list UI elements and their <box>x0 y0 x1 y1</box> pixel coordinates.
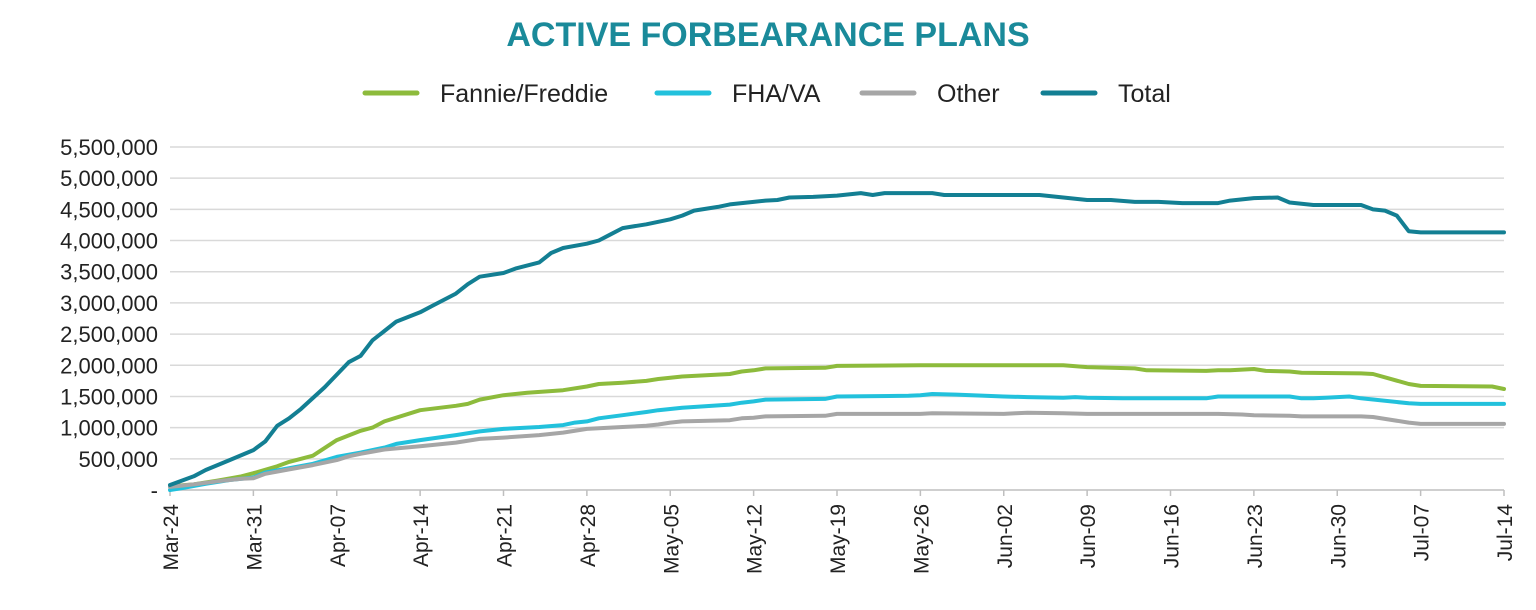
y-tick-label: - <box>151 478 158 503</box>
x-tick-label: May-19 <box>827 504 850 574</box>
x-tick-label: Mar-24 <box>160 504 183 571</box>
x-tick-label: May-05 <box>660 504 683 574</box>
y-axis-tick-labels: - 500,000 1,000,000 1,500,000 2,000,000 2,500… <box>60 135 158 503</box>
chart-legend: Fannie/Freddie FHA/VA Other Total <box>362 80 1171 108</box>
legend-label: Total <box>1118 80 1171 108</box>
x-axis-tick-labels: Mar-24 Mar-31 Apr-07 Apr-14 Apr-21 Apr-28 May-… <box>160 490 1517 574</box>
x-tick-label: Jun-30 <box>1327 504 1350 568</box>
legend-label: FHA/VA <box>732 80 821 108</box>
series-line-total <box>168 191 1506 487</box>
x-tick-label: Apr-28 <box>577 504 600 567</box>
x-tick-label: May-26 <box>910 504 933 574</box>
y-tick-label: 5,000,000 <box>60 166 158 191</box>
x-tick-label: Mar-31 <box>243 504 266 571</box>
y-tick-label: 4,500,000 <box>60 197 158 222</box>
legend-label: Other <box>937 80 1000 108</box>
y-tick-label: 3,000,000 <box>60 291 158 316</box>
series-line-fannie-freddie <box>168 363 1506 489</box>
x-tick-label: Jul-07 <box>1411 504 1434 561</box>
x-tick-label: Jun-02 <box>994 504 1017 568</box>
y-tick-label: 1,500,000 <box>60 384 158 409</box>
series-line-other <box>168 410 1506 489</box>
series-lines <box>168 191 1506 492</box>
y-tick-label: 5,500,000 <box>60 135 158 160</box>
y-tick-label: 4,000,000 <box>60 229 158 254</box>
x-tick-label: Apr-21 <box>494 504 517 567</box>
x-tick-label: Jun-16 <box>1161 504 1184 568</box>
x-tick-label: May-12 <box>744 504 767 574</box>
x-tick-label: Apr-07 <box>327 504 350 567</box>
y-tick-label: 2,500,000 <box>60 322 158 347</box>
x-tick-label: Jul-14 <box>1494 504 1517 562</box>
y-tick-label: 500,000 <box>78 447 158 472</box>
x-tick-label: Apr-14 <box>410 504 433 567</box>
y-tick-label: 2,000,000 <box>60 353 158 378</box>
gridlines <box>170 146 1504 460</box>
y-tick-label: 3,500,000 <box>60 260 158 285</box>
x-tick-label: Jun-23 <box>1244 504 1267 568</box>
legend-label: Fannie/Freddie <box>440 80 608 108</box>
y-tick-label: 1,000,000 <box>60 416 158 441</box>
series-line-fha-va <box>168 392 1506 492</box>
x-tick-label: Jun-09 <box>1077 504 1100 568</box>
chart-title: ACTIVE FORBEARANCE PLANS <box>506 16 1029 54</box>
